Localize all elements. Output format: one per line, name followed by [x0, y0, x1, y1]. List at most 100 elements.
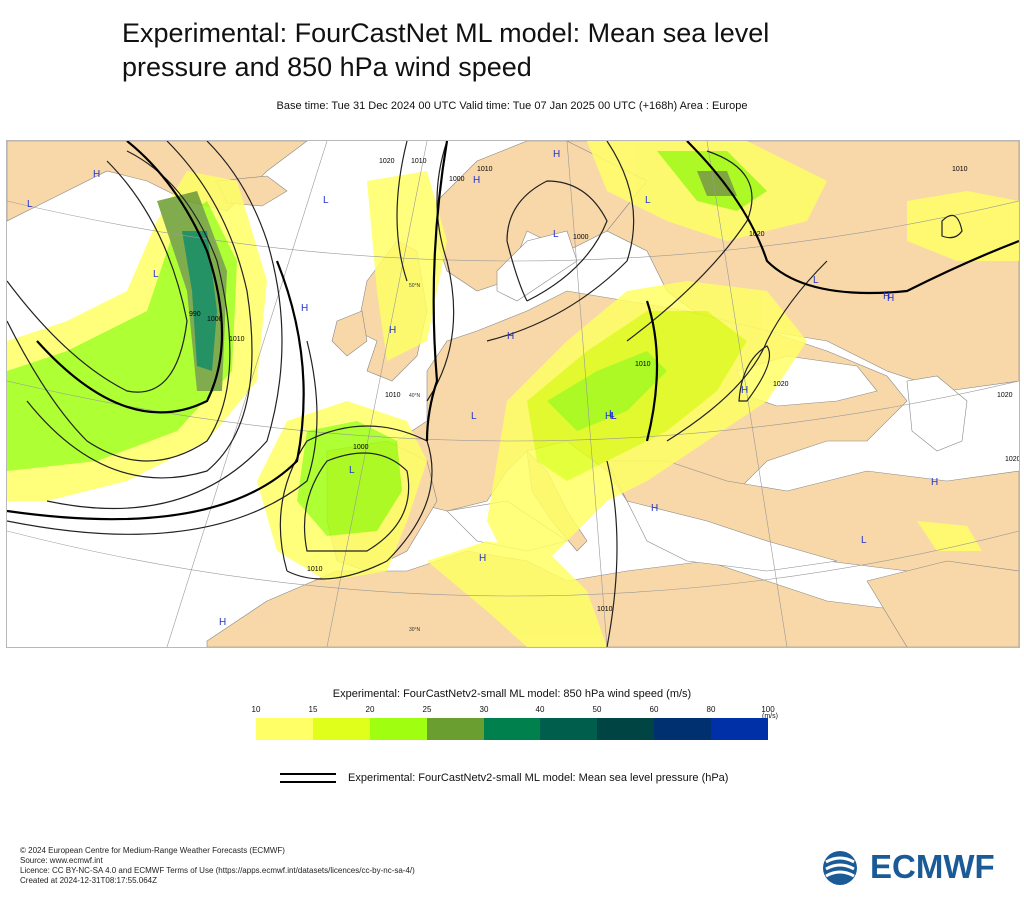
pressure-center: L	[349, 465, 355, 476]
pressure-center: H	[605, 411, 612, 422]
wind-band-biscay-20	[297, 421, 402, 536]
pressure-center: H	[651, 503, 658, 514]
pressure-center: L	[323, 195, 329, 206]
isobar-label: 1020	[379, 158, 395, 165]
isobar-label: 1010	[307, 566, 323, 573]
isobar-label: 1020	[997, 392, 1013, 399]
pressure-center: H	[741, 385, 748, 396]
legend-tick: 10	[251, 705, 261, 714]
map-canvas: 1020 1010 1000 990 1000 1010 1010 1000 1…	[7, 141, 1019, 647]
base-valid-time: Base time: Tue 31 Dec 2024 00 UTC Valid …	[276, 100, 748, 112]
pressure-center: H	[473, 175, 480, 186]
pressure-center: H	[507, 331, 514, 342]
isobar-label: 1020	[773, 381, 789, 388]
pressure-center: H	[883, 291, 890, 302]
wind-band-central-europe-25	[547, 351, 667, 431]
pressure-center: L	[153, 269, 159, 280]
graticule	[7, 141, 1019, 647]
pressure-center: H	[553, 149, 560, 160]
title-line-1: Experimental: FourCastNet ML model: Mean…	[122, 18, 770, 48]
legend-tick: 50	[592, 705, 602, 714]
colorbar-swatch	[654, 718, 712, 740]
sea-caspian	[906, 375, 968, 452]
latitude-label: 50°N	[409, 283, 421, 289]
sea-mediterranean-east	[626, 500, 838, 572]
isobar-label: 1000	[207, 316, 223, 323]
pressure-center: L	[471, 411, 477, 422]
chart-title: Experimental: FourCastNet ML model: Mean…	[122, 16, 882, 84]
isobars	[7, 141, 963, 647]
pressure-center: H	[887, 293, 894, 304]
colorbar-swatch	[369, 718, 427, 740]
legend-tick: 100	[761, 705, 775, 714]
latitude-label: 40°N	[409, 393, 421, 399]
colorbar-swatch	[540, 718, 598, 740]
pressure-center: H	[93, 169, 100, 180]
wind-band-north-africa	[427, 541, 607, 647]
isobar-label: 1000	[353, 444, 369, 451]
footer-credits: © 2024 European Centre for Medium-Range …	[20, 846, 415, 886]
created-at-text: Created at 2024-12-31T08:17:55.064Z	[20, 876, 157, 885]
isobar-label: 1010	[477, 166, 493, 173]
wind-band-levant	[917, 521, 982, 551]
isobar-label: 1010	[411, 158, 427, 165]
land-ireland	[331, 310, 368, 357]
isobar-line-swatch	[280, 773, 336, 785]
isobar-label: 1020	[1005, 456, 1019, 463]
colorbar-swatch	[312, 718, 370, 740]
legend-tick: 60	[649, 705, 659, 714]
pressure-center: H	[219, 617, 226, 628]
weather-map[interactable]: 1020 1010 1000 990 1000 1010 1010 1000 1…	[6, 140, 1020, 648]
isobar-labels: 1020 1010 1000 990 1000 1010 1010 1000 1…	[189, 158, 1019, 613]
colorbar-swatch	[256, 718, 313, 740]
pressure-legend-label: Experimental: FourCastNetv2-small ML mod…	[348, 772, 729, 784]
pressure-center: L	[611, 411, 617, 422]
copyright-text: © 2024 European Centre for Medium-Range …	[20, 846, 285, 855]
colorbar-swatch	[483, 718, 541, 740]
isobar-label: 1020	[749, 231, 765, 238]
isobar-label: 1010	[229, 336, 245, 343]
pressure-center: L	[609, 409, 615, 420]
isobar-label: 1000	[449, 176, 465, 183]
sea-baltic	[496, 230, 578, 302]
pressure-centers: L H L L L H L H H H L H H L H L H H L H …	[27, 149, 938, 628]
pressure-center: H	[931, 477, 938, 488]
wind-colorbar	[256, 718, 769, 740]
legend-tick: 25	[422, 705, 432, 714]
pressure-legend: Experimental: FourCastNetv2-small ML mod…	[280, 770, 780, 790]
pressure-center: L	[553, 229, 559, 240]
wind-band-arctic	[907, 191, 1019, 261]
isobars-thick	[7, 141, 1019, 521]
isobar-label: 1010	[597, 606, 613, 613]
pressure-center: L	[27, 199, 33, 210]
wind-band-scandinavia-25	[697, 171, 737, 196]
wind-legend-ticks: 10 15 20 25 30 40 50 60 80 100	[252, 705, 775, 717]
wind-band-atlantic-30	[182, 231, 217, 371]
pressure-center: H	[389, 325, 396, 336]
pressure-center: H	[479, 553, 486, 564]
legend-tick: 30	[479, 705, 489, 714]
source-text: Source: www.ecmwf.int	[20, 856, 103, 865]
legend-tick: 20	[365, 705, 375, 714]
wind-legend-units: (m/s)	[762, 713, 778, 720]
colorbar-swatch	[597, 718, 655, 740]
pressure-center: L	[645, 195, 651, 206]
isobar-label: 1000	[573, 234, 589, 241]
land-middle-east	[866, 560, 1019, 647]
graticule-labels: 50°N 40°N 30°N	[409, 283, 421, 633]
isobar-label: 1010	[952, 166, 968, 173]
colorbar-swatch	[426, 718, 484, 740]
pressure-center: L	[861, 535, 867, 546]
isobar-label: 1010	[385, 392, 401, 399]
legend-tick: 15	[308, 705, 318, 714]
wind-legend-title: Experimental: FourCastNetv2-small ML mod…	[332, 688, 692, 700]
wind-band-north-sea	[367, 171, 447, 361]
pressure-center: H	[301, 303, 308, 314]
ecmwf-logo-text: ECMWF	[870, 848, 995, 885]
ecmwf-logo-icon	[823, 851, 857, 885]
latitude-label: 30°N	[409, 627, 421, 633]
title-line-2: pressure and 850 hPa wind speed	[122, 52, 532, 82]
licence-text: Licence: CC BY-NC-SA 4.0 and ECMWF Terms…	[20, 866, 415, 875]
legend-tick: 40	[535, 705, 545, 714]
legend-tick: 80	[706, 705, 716, 714]
